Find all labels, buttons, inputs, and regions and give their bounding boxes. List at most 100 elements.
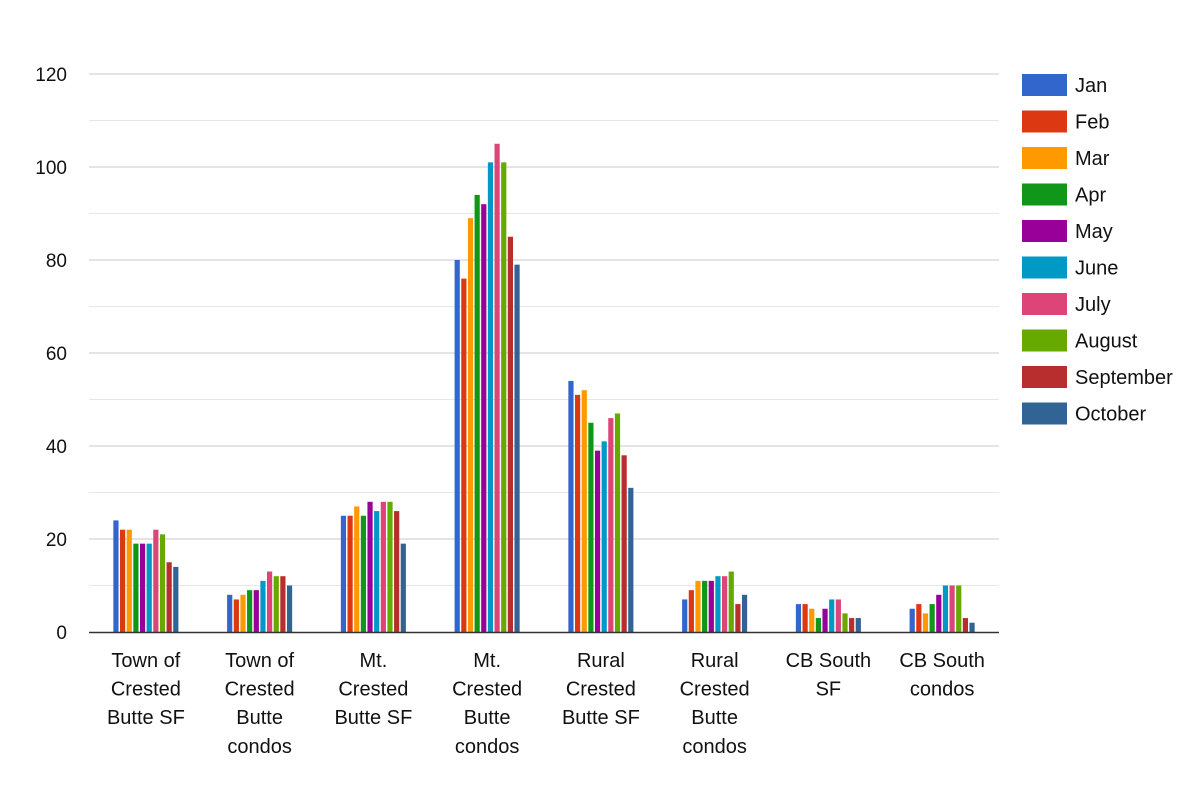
bar: [621, 455, 627, 632]
bar: [260, 580, 266, 632]
gridlines: [89, 73, 999, 586]
legend-label: August: [1075, 331, 1138, 353]
bars: [113, 143, 975, 632]
bar: [715, 576, 721, 632]
bar: [474, 194, 480, 632]
bar: [173, 566, 179, 632]
bar: [922, 613, 929, 632]
bar: [139, 543, 146, 632]
bar: [728, 571, 734, 632]
bar: [735, 604, 741, 632]
x-tick-label: Town of Crested Butte SF: [107, 650, 185, 729]
bar: [842, 613, 848, 632]
bar: [233, 599, 239, 632]
bar: [568, 380, 574, 632]
bar: [501, 162, 507, 632]
y-tick-label: 20: [46, 530, 67, 551]
bar: [461, 278, 467, 632]
y-tick-label: 60: [46, 344, 67, 365]
bar: [481, 204, 487, 632]
bar: [829, 599, 835, 632]
bar: [286, 585, 293, 632]
y-tick-label: 0: [56, 623, 67, 644]
bar: [942, 585, 949, 632]
legend-label: Apr: [1075, 185, 1106, 207]
legend-swatch: [1022, 256, 1067, 279]
bar: [273, 576, 279, 632]
bar: [467, 218, 474, 632]
bar: [514, 264, 520, 632]
bar: [113, 520, 119, 632]
bar: [267, 571, 273, 632]
axes: 0 20 40 60 80 100 120 Town of Crested Butte SF Tow…: [35, 65, 999, 758]
bar: [614, 413, 621, 632]
bar: [815, 618, 821, 632]
bar: [962, 618, 968, 632]
bar: [133, 543, 139, 632]
bar: [682, 599, 688, 632]
bar: [849, 618, 855, 632]
legend-swatch: [1022, 147, 1067, 169]
legend-label: September: [1075, 367, 1173, 389]
bar: [575, 394, 581, 632]
bar: [227, 594, 233, 632]
bar: [507, 236, 513, 632]
legend-swatch: [1022, 329, 1067, 352]
bar: [146, 543, 152, 632]
bar: [126, 529, 132, 632]
bar: [374, 511, 380, 632]
x-tick-label: Mt. Crested Butte SF: [334, 650, 412, 729]
legend-swatch: [1022, 220, 1067, 242]
bar: [936, 594, 942, 632]
bar: [722, 576, 728, 632]
legend-label: July: [1075, 294, 1111, 316]
legend-swatch: [1022, 74, 1067, 96]
bar: [795, 604, 802, 632]
y-tick-label: 120: [35, 65, 67, 86]
legend-swatch: [1022, 110, 1067, 133]
bar: [240, 594, 246, 632]
bar: [166, 562, 172, 632]
bar: [400, 543, 406, 632]
y-tick-label: 40: [46, 437, 67, 458]
legend-label: October: [1075, 404, 1146, 426]
x-tick-label: Mt. Crested Butte condos: [452, 650, 522, 758]
x-tick-label: CB South SF: [786, 650, 872, 701]
legend-label: Mar: [1075, 148, 1110, 170]
bar: [628, 487, 634, 632]
legend-swatch: [1022, 183, 1067, 206]
bar: [601, 441, 607, 632]
bar: [581, 390, 587, 632]
bar: [802, 604, 808, 632]
legend-label: June: [1075, 258, 1118, 280]
bar: [360, 515, 366, 632]
bar: [120, 529, 126, 632]
legend: Jan Feb Mar Apr May June July August September Oc…: [1022, 74, 1173, 426]
bar: [159, 534, 166, 632]
bar: [340, 515, 347, 632]
bar: [487, 162, 494, 632]
bar: [367, 501, 373, 632]
legend-label: Feb: [1075, 112, 1109, 134]
bar: [702, 580, 708, 632]
bar: [929, 604, 935, 632]
bar: [956, 585, 962, 632]
y-tick-label: 80: [46, 251, 67, 272]
bar: [688, 590, 694, 632]
bar: [809, 608, 815, 632]
bar: [909, 608, 915, 632]
legend-swatch: [1022, 366, 1067, 388]
bar: [608, 418, 614, 632]
bar: [916, 604, 922, 632]
bar: [253, 590, 259, 632]
bar: [594, 450, 601, 632]
bar: [394, 511, 400, 632]
bar: [855, 618, 861, 632]
bar: [454, 260, 460, 632]
bar: [347, 515, 353, 632]
x-tick-label: Town of Crested Butte condos: [225, 650, 295, 758]
x-tick-label: Rural Crested Butte condos: [680, 650, 750, 758]
bar: [380, 501, 386, 632]
bar: [153, 529, 159, 632]
